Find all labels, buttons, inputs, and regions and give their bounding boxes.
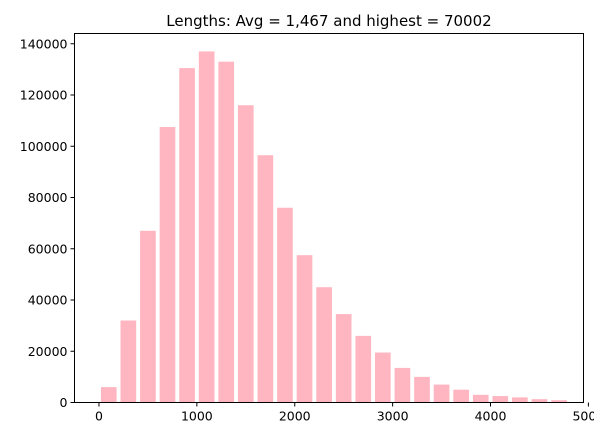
x-tick-label: 3000 <box>377 409 409 424</box>
bar <box>375 352 391 403</box>
bar <box>277 207 293 403</box>
y-tick-label: 140000 <box>20 36 68 51</box>
y-tick-label: 40000 <box>28 293 68 308</box>
plot-frame <box>74 33 584 403</box>
x-tick-label: 2000 <box>279 409 311 424</box>
bar <box>179 68 195 403</box>
bar <box>512 397 528 403</box>
y-tick-label: 100000 <box>20 139 68 154</box>
y-axis: 0 20000 40000 60000 80000 100000 120000 140000 <box>20 36 75 410</box>
bar <box>453 389 469 403</box>
y-tick-label: 0 <box>60 395 68 410</box>
x-tick-label: 1000 <box>181 409 213 424</box>
bar <box>198 51 215 403</box>
chart-title: Lengths: Avg = 1,467 and highest = 70002 <box>166 12 491 30</box>
x-tick-label: 0 <box>95 409 103 424</box>
bar <box>316 287 332 403</box>
bar <box>355 335 372 403</box>
bar <box>531 399 548 403</box>
bar <box>218 61 235 403</box>
y-tick-label: 20000 <box>28 344 68 359</box>
y-tick-label: 60000 <box>28 241 68 256</box>
bar <box>100 387 117 403</box>
bar <box>433 384 450 403</box>
bars-group <box>100 51 567 403</box>
bar <box>414 376 430 403</box>
bar <box>551 400 567 403</box>
bar <box>140 230 156 403</box>
y-tick-label: 80000 <box>28 190 68 205</box>
bar <box>492 396 509 403</box>
bar <box>120 320 137 403</box>
bar <box>257 155 274 403</box>
bar <box>472 394 489 403</box>
bar <box>159 127 176 403</box>
bar <box>296 255 313 403</box>
x-tick-label: 4000 <box>475 409 507 424</box>
bar <box>335 314 352 403</box>
bar <box>237 105 254 403</box>
bar <box>394 367 411 403</box>
y-tick-label: 120000 <box>20 88 68 103</box>
